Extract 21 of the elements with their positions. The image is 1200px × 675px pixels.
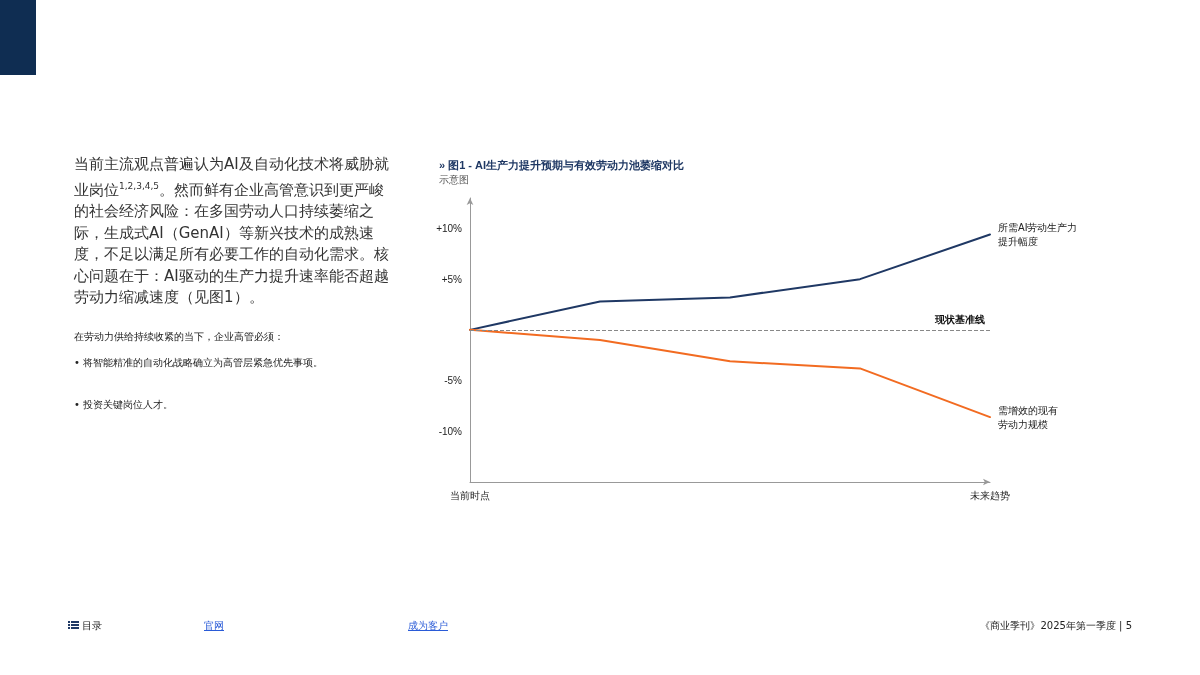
line-series (469, 233, 991, 331)
text: • 投资关键岗位人才。 (74, 398, 175, 412)
y-tick-label: +5% (441, 273, 463, 285)
text: 在劳动力供给持续收紧的当下，企业高管必须： (74, 330, 285, 344)
text: 《商业季刊》2025年第一季度 | 5 (980, 619, 1132, 633)
text: 官网 (204, 619, 224, 633)
text: 当前主流观点普遍认为AI及自动化技术将威胁就业岗位$^{1,2,3,4,5}$。然而鲜有企业高管意识到更严峻的社会经济风险：在多国劳动人口持续萎缩之际，生成式AI（GenAI）等新兴技术的成熟速度，不足以满足所有必要工作的自动化需求。核心问题在于：AI驱动的生产力提升速率能否超越劳动力缩减速度（见图1）。 (74, 155, 389, 306)
text: • 将智能精准的自动化战略确立为高管层紧急优先事项。 (74, 356, 325, 370)
series-label: 所需AI劳动生产力提升幅度 (998, 222, 1078, 248)
series-label: 需增效的现有劳动力规模 (998, 404, 1058, 430)
text: 成为客户 (408, 619, 448, 633)
y-tick-label: -10% (438, 425, 463, 437)
y-tick-label: +10% (436, 222, 463, 234)
chart-title: » 图1 - AI生产力提升预期与有效劳动力池萎缩对比 (439, 158, 685, 171)
line-series (469, 328, 991, 419)
text: 目录 (82, 619, 102, 633)
chart-subtitle: 示意图 (439, 173, 469, 185)
ref-line-label: 现状基准线 (934, 314, 985, 326)
y-tick-label: -5% (444, 375, 463, 387)
x-tick-label: 当前时点 (450, 489, 490, 501)
x-tick-label: 未来趋势 (970, 489, 1010, 501)
